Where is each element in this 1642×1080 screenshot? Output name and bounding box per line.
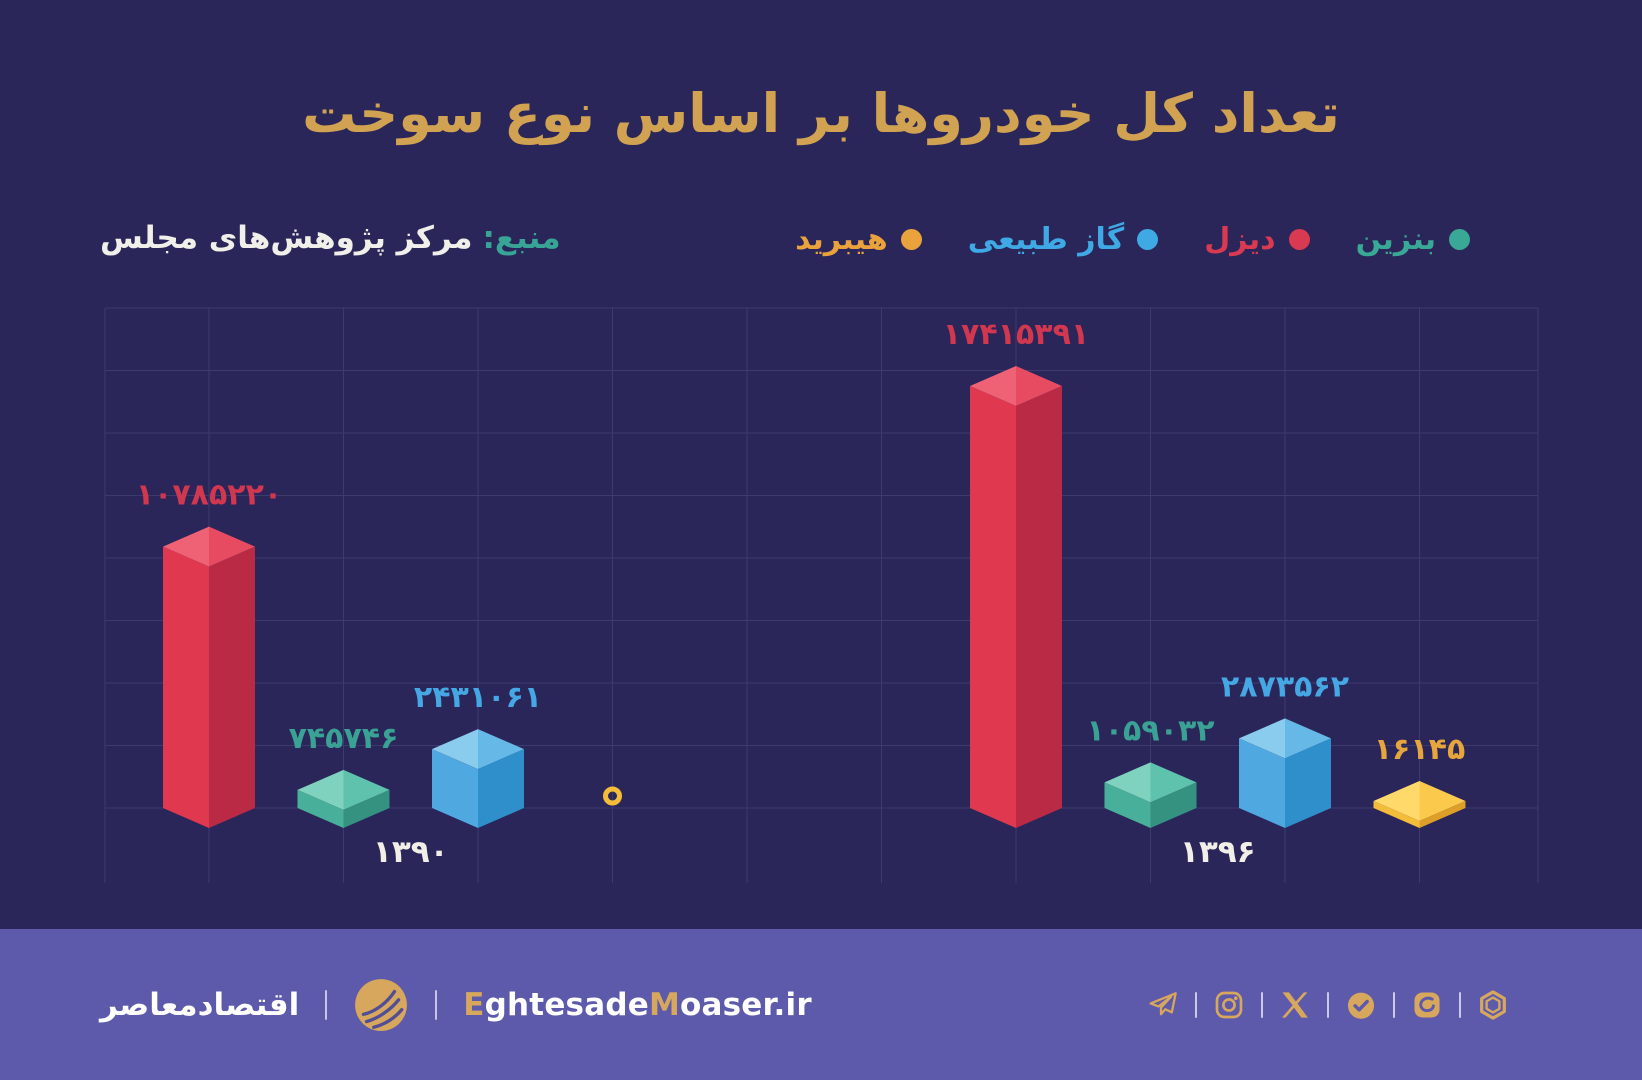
bale-icon[interactable] bbox=[1345, 989, 1377, 1021]
brand-name-fa: اقتصادمعاصر bbox=[100, 986, 300, 1023]
separator bbox=[1261, 991, 1263, 1018]
legend-label: گاز طبیعی bbox=[967, 222, 1125, 257]
x-axis-label: ۱۳۹۰ bbox=[373, 834, 449, 870]
legend-dot-icon bbox=[900, 229, 922, 250]
legend-dot-icon bbox=[1449, 229, 1470, 250]
bar-left-face bbox=[1373, 801, 1420, 828]
separator bbox=[1195, 991, 1197, 1018]
legend-label: هیبرید bbox=[795, 222, 888, 257]
x-axis-label: ۱۳۹۶ bbox=[1180, 834, 1256, 870]
telegram-icon[interactable] bbox=[1147, 989, 1179, 1021]
site-url-part: oaser.ir bbox=[680, 986, 812, 1023]
bar-right-face bbox=[478, 749, 524, 828]
bar-right-face bbox=[209, 546, 255, 828]
bar-top-right-face bbox=[1419, 781, 1466, 821]
bar-value-label: ۲۴۳۱۰۶۱ bbox=[414, 680, 542, 715]
legend-label: دیزل bbox=[1204, 222, 1276, 257]
legend-item-diesel: دیزل bbox=[1204, 222, 1310, 257]
footer-branding: اقتصادمعاصر EghtesadeMoaser.ir bbox=[100, 929, 812, 1080]
bar-top-left-face bbox=[1373, 781, 1420, 821]
bar-top-right-face bbox=[1150, 762, 1197, 803]
bar-value-label: ۷۴۵۷۴۶ bbox=[289, 721, 399, 756]
source-note: منبع:مرکز پژوهش‌های مجلس bbox=[100, 220, 561, 256]
source-text: مرکز پژوهش‌های مجلس bbox=[100, 220, 473, 256]
site-url-part: M bbox=[648, 986, 680, 1023]
eitaa-icon[interactable] bbox=[1411, 989, 1443, 1021]
bar-chart: ۱۰۷۸۵۲۲۰ ۱۷۴۱۵۳۹۱ ۷۴۵۷۴۶ ۱۰۵۹۰۳۲ ۲۴۳۱۰۶۱ ۲۸۷۳… bbox=[0, 280, 1642, 920]
bar-value-label: ۱۰۵۹۰۳۲ bbox=[1086, 713, 1214, 748]
x-icon[interactable] bbox=[1279, 989, 1311, 1021]
zero-ring-marker bbox=[603, 786, 622, 806]
legend-item-hybrid: هیبرید bbox=[795, 222, 922, 257]
bar-right-face bbox=[343, 789, 390, 828]
bar-top-right-face bbox=[1285, 718, 1331, 759]
legend-dot-icon bbox=[1288, 229, 1310, 250]
bar-right-face bbox=[1285, 738, 1331, 828]
bar-top-left-face bbox=[432, 729, 478, 770]
bar-value-label: ۱۰۷۸۵۲۲۰ bbox=[136, 478, 282, 513]
bar-top-right-face bbox=[209, 526, 255, 567]
bar-top-right-face bbox=[478, 729, 524, 770]
bar-top-left-face bbox=[297, 769, 344, 810]
bar-left-face bbox=[163, 546, 209, 828]
bar-top-right-face bbox=[343, 769, 390, 810]
bar-top-left-face bbox=[1239, 718, 1285, 759]
source-label: منبع: bbox=[482, 220, 561, 256]
bar-left-face bbox=[1239, 738, 1285, 828]
page-title: تعداد کل خودروها بر اساس نوع سوخت bbox=[302, 82, 1341, 145]
bar-right-face bbox=[1419, 801, 1466, 828]
site-url-part: ghtesade bbox=[484, 986, 649, 1023]
legend-label: بنزین bbox=[1355, 222, 1436, 257]
bar-top-left-face bbox=[970, 366, 1016, 406]
separator bbox=[325, 989, 328, 1020]
bar-left-face bbox=[1104, 782, 1151, 828]
bar-right-face bbox=[1150, 782, 1197, 828]
separator bbox=[435, 989, 438, 1020]
bar-left-face bbox=[432, 749, 478, 828]
site-url: EghtesadeMoaser.ir bbox=[463, 987, 812, 1023]
footer-band: اقتصادمعاصر EghtesadeMoaser.ir bbox=[0, 929, 1642, 1080]
legend-item-benzin: بنزین bbox=[1356, 222, 1470, 257]
bar-chart-svg: ۱۰۷۸۵۲۲۰ ۱۷۴۱۵۳۹۱ ۷۴۵۷۴۶ ۱۰۵۹۰۳۲ ۲۴۳۱۰۶۱ ۲۸۷۳… bbox=[104, 307, 1539, 883]
separator bbox=[1459, 991, 1461, 1018]
bar-value-label: ۲۸۷۳۵۶۲ bbox=[1221, 669, 1349, 704]
bar-left-face bbox=[297, 789, 344, 828]
bar-left-face bbox=[970, 386, 1016, 828]
bar-right-face bbox=[1016, 386, 1062, 828]
separator bbox=[1393, 991, 1395, 1018]
bar-top-left-face bbox=[1104, 762, 1151, 803]
bar-top-left-face bbox=[163, 526, 209, 567]
social-links bbox=[1147, 929, 1509, 1080]
site-url-part: E bbox=[463, 986, 485, 1023]
bar-value-label: ۱۶۱۴۵ bbox=[1374, 732, 1466, 767]
legend-item-natural-gas: گاز طبیعی bbox=[967, 222, 1159, 257]
eghtesad-moaser-logo-icon bbox=[355, 978, 408, 1031]
bar-value-label: ۱۷۴۱۵۳۹۱ bbox=[943, 317, 1089, 352]
separator bbox=[1327, 991, 1329, 1018]
instagram-icon[interactable] bbox=[1213, 989, 1245, 1021]
chart-legend: بنزین دیزل گاز طبیعی هیبرید bbox=[795, 222, 1470, 257]
legend-dot-icon bbox=[1137, 229, 1159, 250]
rubika-icon[interactable] bbox=[1477, 989, 1509, 1021]
bar-top-right-face bbox=[1016, 366, 1062, 406]
